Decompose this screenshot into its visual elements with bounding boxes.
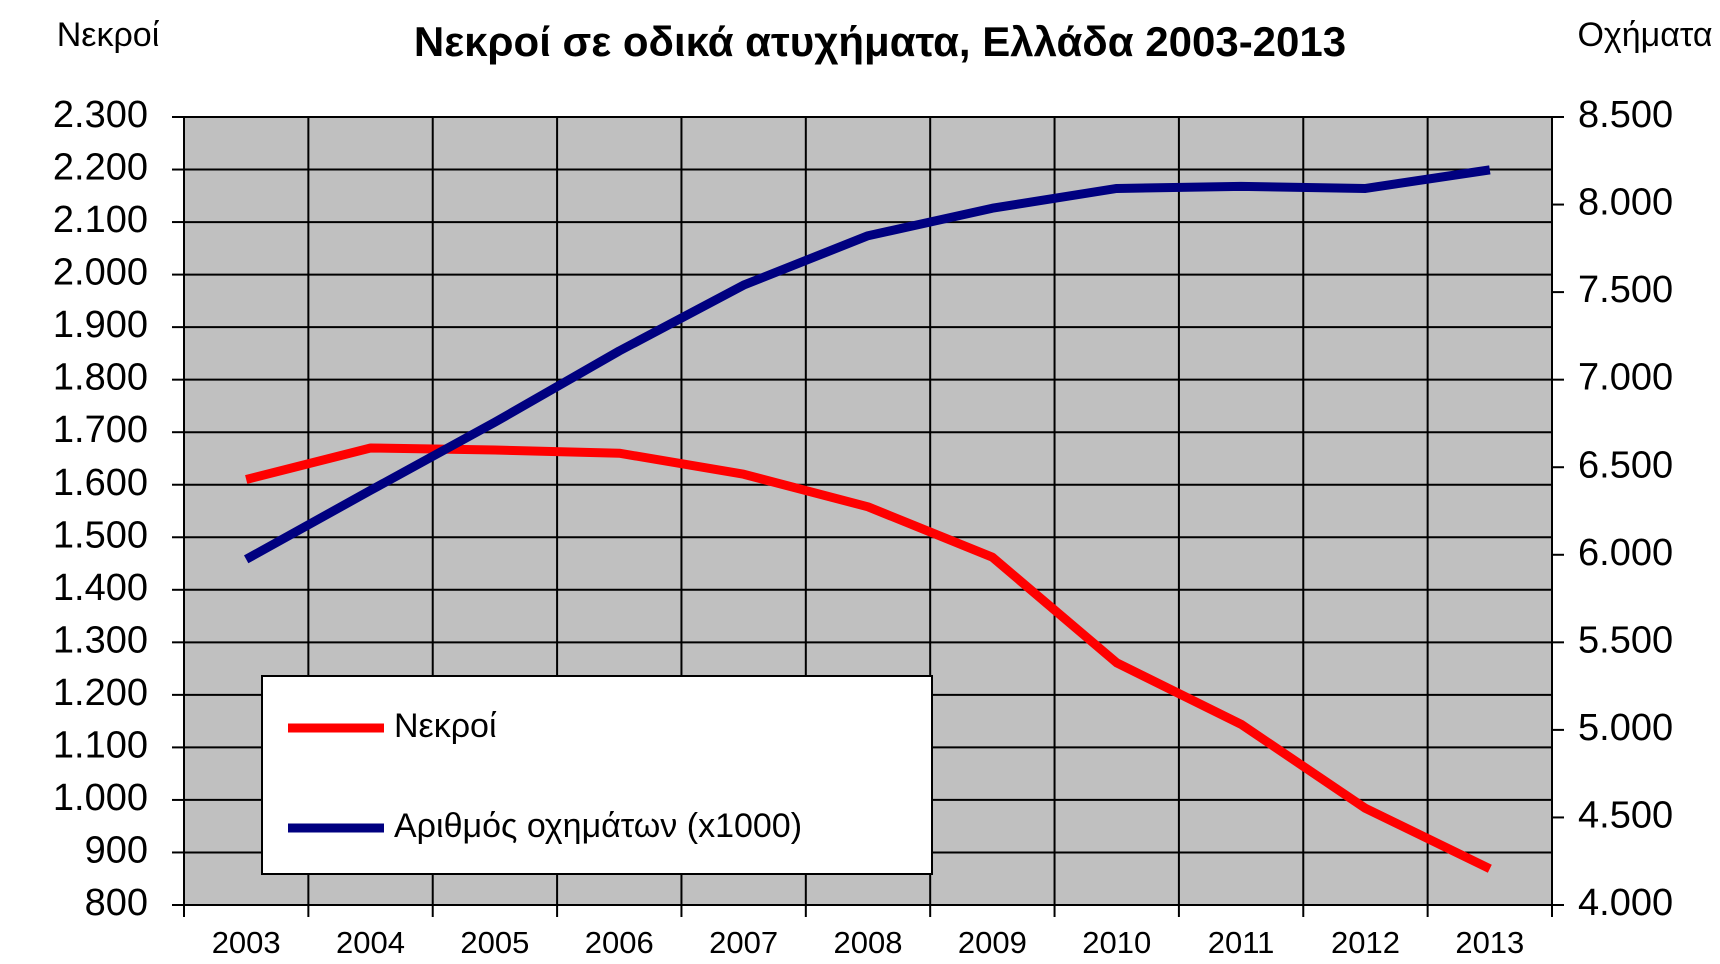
series-line bbox=[243, 165, 1491, 564]
x-tick-label: 2007 bbox=[709, 925, 778, 960]
y2-tick-label: 8.000 bbox=[1578, 182, 1673, 224]
y-tick-label: 1.900 bbox=[53, 304, 148, 346]
y2-tick-label: 6.500 bbox=[1578, 444, 1673, 486]
y-tick-label: 1.500 bbox=[53, 514, 148, 556]
y-tick-label: 1.200 bbox=[53, 672, 148, 714]
y2-tick-label: 4.500 bbox=[1578, 794, 1673, 836]
x-tick-label: 2009 bbox=[958, 925, 1027, 960]
y-tick-label: 1.000 bbox=[53, 777, 148, 819]
y-tick-label: 1.600 bbox=[53, 462, 148, 504]
x-tick-label: 2010 bbox=[1082, 925, 1151, 960]
y-tick-label: 2.200 bbox=[53, 147, 148, 189]
x-tick-label: 2013 bbox=[1455, 925, 1524, 960]
x-tick-label: 2004 bbox=[336, 925, 405, 960]
y-tick-label: 2.300 bbox=[53, 94, 148, 136]
y2-tick-label: 7.000 bbox=[1578, 357, 1673, 399]
y-tick-label: 1.700 bbox=[53, 409, 148, 451]
y-tick-label: 1.300 bbox=[53, 619, 148, 661]
x-tick-label: 2006 bbox=[585, 925, 654, 960]
x-tick-label: 2005 bbox=[460, 925, 529, 960]
x-tick-label: 2011 bbox=[1208, 925, 1275, 960]
y2-tick-label: 5.000 bbox=[1578, 707, 1673, 749]
legend-box bbox=[261, 675, 933, 875]
x-tick-label: 2003 bbox=[212, 925, 281, 960]
legend-label: Νεκροί bbox=[394, 707, 497, 745]
y-tick-label: 800 bbox=[85, 882, 148, 924]
x-tick-label: 2008 bbox=[834, 925, 903, 960]
y-tick-label: 900 bbox=[85, 829, 148, 871]
y2-tick-label: 4.000 bbox=[1578, 882, 1673, 924]
y2-tick-label: 6.000 bbox=[1578, 532, 1673, 574]
y-tick-label: 1.800 bbox=[53, 357, 148, 399]
y2-axis-title: Οχήματα bbox=[1577, 16, 1712, 54]
y2-tick-label: 7.500 bbox=[1578, 269, 1673, 311]
legend-label: Αριθμός οχημάτων (x1000) bbox=[394, 807, 802, 845]
x-tick-label: 2012 bbox=[1331, 925, 1400, 960]
y-tick-label: 1.400 bbox=[53, 567, 148, 609]
y-tick-label: 1.100 bbox=[53, 724, 148, 766]
chart-title: Νεκροί σε οδικά ατυχήματα, Ελλάδα 2003-2… bbox=[414, 18, 1346, 65]
y-tick-label: 2.100 bbox=[53, 199, 148, 241]
y2-tick-label: 8.500 bbox=[1578, 94, 1673, 136]
y-tick-label: 2.000 bbox=[53, 252, 148, 294]
y-axis-title: Νεκροί bbox=[57, 16, 160, 54]
y2-tick-label: 5.500 bbox=[1578, 619, 1673, 661]
